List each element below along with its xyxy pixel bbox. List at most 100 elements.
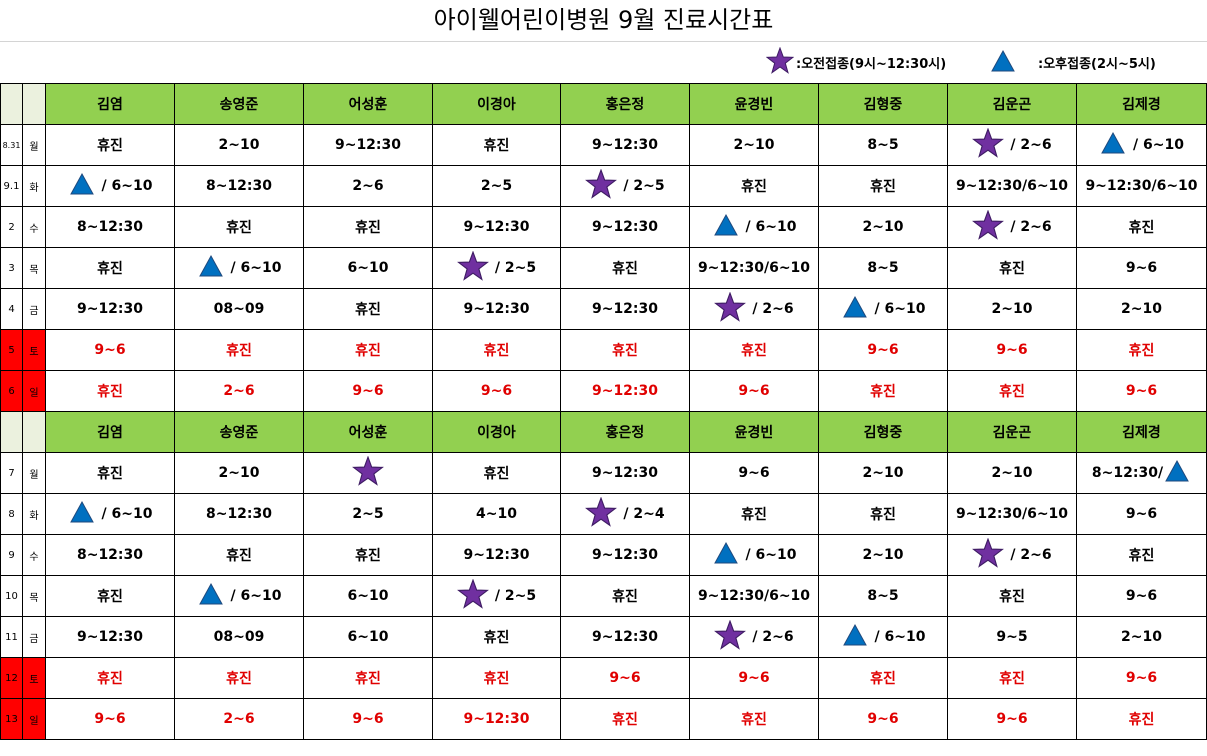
schedule-cell: 08~09 [174,288,304,330]
star-icon [352,454,384,491]
schedule-hours: 휴진 [483,343,510,359]
schedule-cell: 휴진 [560,575,690,617]
table-row: 3 목 휴진 / 6~10 6~10 / 2~5 휴진 9~12:30/6~10 8~5 휴진 9~… [0,247,1207,289]
schedule-cell: 9~6 [1076,493,1207,535]
schedule-cell: 휴진 [1076,329,1207,371]
star-icon [765,46,795,79]
schedule-hours: 9~6 [352,383,384,399]
schedule-cell: 9~6 [689,657,819,699]
schedule-hours: 휴진 [999,384,1025,400]
schedule-hours: 휴진 [97,261,123,277]
schedule-cell: 휴진 [947,370,1077,412]
schedule-cell: 휴진 [174,329,304,371]
triangle-icon [197,254,225,282]
schedule-hours: 휴진 [483,671,510,687]
schedule-hours: 휴진 [97,384,123,400]
schedule-cell: 8~5 [818,247,948,289]
schedule-hours: / 2~5 [494,588,537,604]
schedule-hours: / 6~10 [230,588,282,604]
schedule-hours: 휴진 [612,261,638,277]
schedule-hours: 2~6 [223,711,255,727]
date-cell: 13 [0,698,23,740]
schedule-cell: 휴진 [303,329,433,371]
schedule-cell: 9~6 [1076,657,1207,699]
schedule-hours: 휴진 [483,630,510,646]
schedule-cell: 2~6 [303,165,433,207]
schedule-cell: 휴진 [1076,206,1207,248]
schedule-cell: 휴진 [432,657,561,699]
schedule-cell: 9~12:30 [560,288,690,330]
schedule-cell: 2~5 [432,165,561,207]
schedule-hours: 9~6 [738,670,770,686]
schedule-cell: 2~10 [174,124,304,166]
day-of-week-cell: 목 [22,247,46,289]
schedule-hours: 6~10 [347,629,389,645]
schedule-hours: 08~09 [213,301,265,317]
schedule-hours: 2~10 [733,137,775,153]
date-cell: 6 [0,370,23,412]
schedule-hours: 휴진 [355,671,381,687]
triangle-icon [841,623,869,651]
triangle-icon [841,295,869,323]
schedule-hours: 9~6 [996,342,1028,358]
schedule-hours: 9~12:30 [463,547,530,563]
schedule-hours: 9~12:30 [591,547,659,563]
schedule-cell: 2~10 [818,206,948,248]
doctor-header-row: 김염 송영준 어성훈 이경아 홍은정 윤경빈 김형중 김운곤 김제경 [0,411,1207,453]
doctor-name: 윤경빈 [689,411,819,453]
schedule-cell: 휴진 [560,329,690,371]
schedule-hours: 2~10 [862,219,904,235]
schedule-cell: 2~10 [1076,616,1207,658]
schedule-cell: 8~12:30 [45,534,175,576]
schedule-hours: 2~5 [352,506,384,522]
table-row: 7 월 휴진 2~10 휴진 9~12:30 9~6 2~10 2~10 8~12:30/ [0,452,1207,494]
date-cell: 3 [0,247,23,289]
schedule-hours: 9~6 [1125,506,1158,522]
schedule-cell: 9~6 [303,370,433,412]
schedule-cell: / 2~6 [947,534,1077,576]
schedule-cell: 9~12:30 [560,616,690,658]
schedule-hours: 2~5 [480,178,513,194]
schedule-hours: 08~09 [213,629,265,645]
schedule-cell: 2~10 [1076,288,1207,330]
triangle-icon [68,172,96,200]
schedule-cell: 9~6 [947,329,1077,371]
schedule-hours: 휴진 [999,589,1025,605]
doctor-name: 김형중 [818,83,948,125]
schedule-cell: / 6~10 [45,165,175,207]
schedule-hours: 2~10 [218,465,260,481]
header-day-cell [22,411,46,453]
schedule-hours: 휴진 [612,712,638,728]
schedule-hours: 휴진 [999,671,1025,687]
day-of-week-cell: 토 [22,329,46,371]
schedule-hours: 휴진 [1128,712,1155,728]
schedule-hours: / 6~10 [874,301,926,317]
schedule-hours: 휴진 [355,343,381,359]
legend-pm-label: :오후접종(2시~5시) [1038,57,1156,72]
schedule-cell: 2~10 [947,452,1077,494]
schedule-hours: 휴진 [1128,220,1155,236]
schedule-hours: 휴진 [1128,343,1155,359]
doctor-name: 김운곤 [947,83,1077,125]
schedule-hours: 9~6 [352,711,384,727]
schedule-cell: / 6~10 [174,247,304,289]
table-row: 6 일 휴진 2~6 9~6 9~6 9~12:30 9~6 휴진 휴진 9~6 [0,370,1207,412]
schedule-cell: 휴진 [303,288,433,330]
date-cell: 9.1 [0,165,23,207]
schedule-hours: 9~6 [480,383,513,399]
schedule-hours: 2~10 [862,547,904,563]
schedule-hours: / 2~6 [752,629,794,645]
schedule-cell: 9~6 [689,452,819,494]
schedule-hours: 6~10 [347,588,389,604]
schedule-hours: / 2~6 [752,301,794,317]
triangle-icon [197,582,225,610]
star-icon [972,208,1005,245]
schedule-hours: 2~10 [1121,629,1162,645]
schedule-cell: 9~6 [1076,370,1207,412]
star-icon [972,536,1005,573]
schedule-hours: 휴진 [741,343,767,359]
doctor-name: 홍은정 [560,411,690,453]
triangle-icon [990,49,1016,77]
schedule-hours: / 6~10 [230,260,282,276]
schedule-hours: / 6~10 [101,506,153,522]
